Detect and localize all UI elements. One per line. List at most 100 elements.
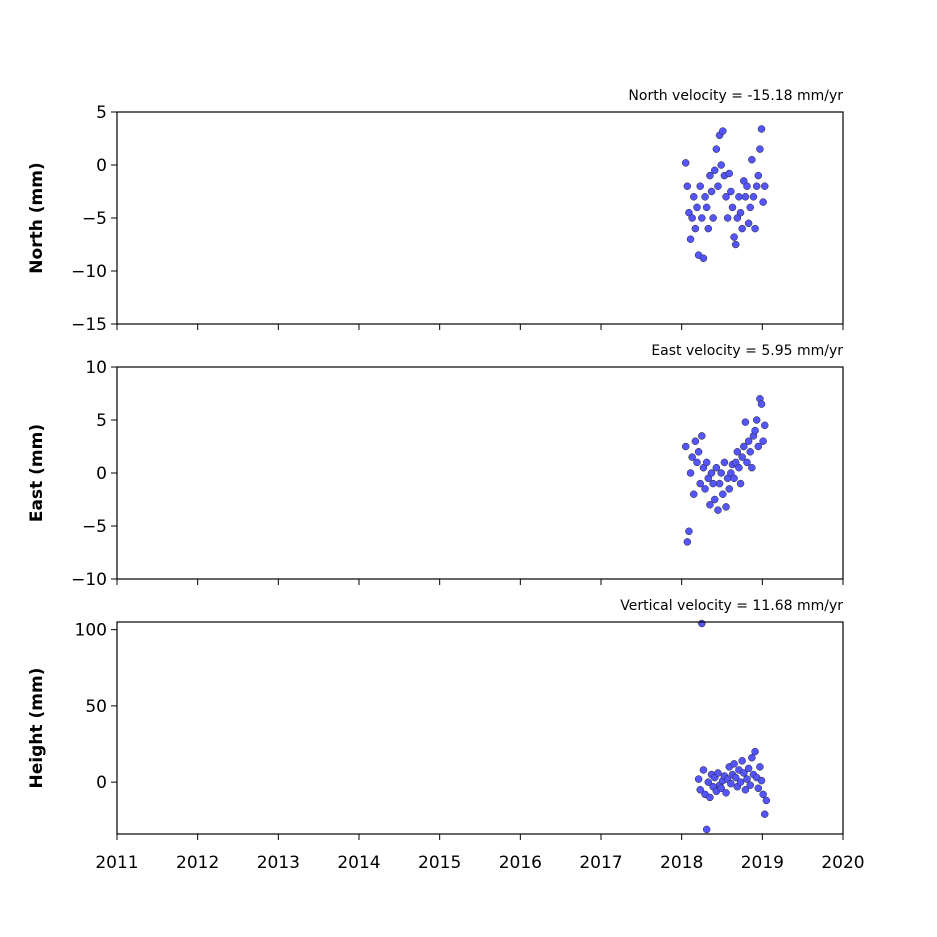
data-point — [741, 786, 750, 794]
data-point — [743, 458, 751, 467]
data-point — [710, 495, 719, 504]
data-point — [696, 479, 704, 488]
x-tick-label: 2014 — [337, 853, 380, 873]
data-point — [719, 127, 727, 135]
y-tick-label: 5 — [96, 103, 107, 123]
data-point — [688, 214, 696, 222]
data-point — [706, 501, 714, 509]
data-point — [709, 479, 717, 488]
data-point — [694, 775, 703, 783]
panel-annotation: East velocity = 5.95 mm/yr — [651, 343, 843, 359]
x-tick-label: 2011 — [95, 853, 138, 873]
data-point — [761, 421, 769, 430]
data-point — [706, 793, 714, 802]
data-point — [693, 458, 701, 467]
y-axis-label: East (mm) — [27, 424, 47, 522]
data-point — [748, 463, 756, 472]
data-point — [690, 193, 698, 201]
data-point — [751, 224, 759, 233]
data-point — [761, 182, 769, 190]
data-point — [696, 182, 704, 190]
data-point — [725, 169, 734, 178]
data-point — [714, 769, 722, 777]
data-point — [744, 219, 753, 228]
panel-annotation: Vertical velocity = 11.68 mm/yr — [620, 598, 843, 614]
data-point — [701, 193, 709, 201]
data-point — [740, 769, 748, 777]
data-point — [681, 159, 690, 167]
data-point — [715, 479, 724, 488]
plot-frame — [116, 366, 844, 580]
data-point — [757, 776, 766, 785]
data-point — [727, 187, 735, 196]
data-point — [743, 775, 751, 783]
data-point — [730, 760, 738, 768]
data-point — [720, 458, 729, 467]
data-point — [736, 479, 745, 488]
data-point — [759, 198, 767, 206]
y-tick-label: 0 — [96, 156, 107, 176]
y-tick-label: 100 — [75, 621, 107, 641]
data-point — [757, 125, 766, 133]
plot-frame — [116, 111, 844, 325]
data-point — [731, 773, 740, 782]
data-point — [723, 214, 732, 222]
data-point — [744, 764, 753, 773]
data-point — [735, 463, 743, 472]
data-point — [694, 448, 703, 456]
data-point — [759, 437, 767, 445]
data-point — [699, 254, 708, 263]
data-point — [691, 224, 700, 233]
data-point — [748, 155, 756, 164]
data-point — [738, 757, 746, 765]
data-point — [699, 766, 708, 774]
data-point — [702, 203, 711, 212]
data-point — [746, 203, 754, 212]
data-point — [690, 490, 698, 498]
data-point — [704, 224, 713, 233]
data-point — [748, 753, 756, 762]
data-point — [686, 469, 695, 477]
data-point — [709, 214, 717, 222]
plot-frame — [116, 621, 844, 835]
data-point — [691, 437, 700, 445]
data-point — [717, 784, 725, 792]
data-point — [740, 442, 748, 451]
data-point — [722, 193, 730, 201]
data-point — [707, 469, 716, 477]
data-point — [759, 790, 767, 799]
data-point — [731, 240, 740, 249]
data-point — [683, 182, 692, 190]
data-point — [757, 400, 766, 408]
data-point — [683, 538, 692, 546]
data-point — [688, 453, 696, 461]
data-point — [725, 485, 734, 493]
data-point — [735, 193, 743, 201]
data-point — [751, 747, 759, 756]
data-point — [728, 203, 737, 212]
x-tick-label: 2013 — [257, 853, 300, 873]
data-point — [712, 145, 721, 153]
y-tick-label: 10 — [85, 358, 107, 378]
data-point — [752, 182, 761, 190]
data-point — [741, 418, 750, 426]
data-point — [717, 469, 725, 477]
data-point — [746, 448, 754, 456]
y-axis-label: Height (mm) — [27, 668, 47, 789]
data-point — [717, 161, 725, 169]
data-point — [741, 193, 750, 201]
data-point — [719, 490, 727, 498]
data-point — [706, 171, 714, 180]
data-point — [754, 784, 763, 792]
data-point — [754, 171, 763, 180]
y-tick-label: −5 — [82, 209, 107, 229]
data-point — [707, 187, 716, 196]
x-tick-label: 2015 — [418, 853, 461, 873]
data-point — [736, 208, 745, 217]
x-tick-label: 2020 — [821, 853, 864, 873]
data-point — [686, 235, 695, 243]
data-point — [712, 463, 721, 472]
data-point — [751, 426, 759, 435]
data-point — [730, 474, 738, 483]
